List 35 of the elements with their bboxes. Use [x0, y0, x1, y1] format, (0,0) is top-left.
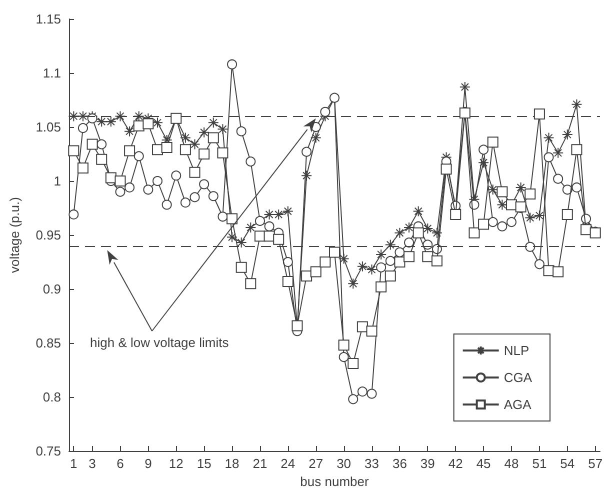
x-tick-label: 33	[364, 456, 379, 471]
x-tick-label: 54	[560, 456, 575, 471]
x-tick-label: 30	[336, 456, 352, 471]
y-tick-label: 1.1	[42, 66, 61, 80]
x-tick-label: 15	[196, 456, 212, 471]
y-tick-label: 1	[54, 174, 61, 188]
x-tick-label: 45	[476, 456, 491, 471]
x-tick-label: 6	[116, 456, 124, 471]
legend-label: AGA	[504, 397, 532, 412]
x-tick-label: 24	[280, 456, 296, 471]
y-tick-label: 0.9	[42, 282, 61, 296]
y-tick-label: 1.05	[36, 120, 61, 134]
x-tick-label: 18	[224, 456, 240, 471]
y-tick-label: 1.15	[36, 12, 61, 26]
x-tick-label: 9	[144, 456, 152, 471]
legend-label: CGA	[504, 370, 532, 385]
y-axis-title: voltage (p.u.)	[7, 197, 22, 273]
x-tick-label: 27	[308, 456, 324, 471]
y-tick-label: 0.8	[42, 390, 61, 404]
x-tick-label: 12	[168, 456, 184, 471]
x-tick-label: 51	[532, 456, 547, 471]
x-tick-label: 57	[588, 456, 603, 471]
x-tick-label: 48	[504, 456, 519, 471]
x-tick-label: 3	[88, 456, 96, 471]
x-tick-label: 36	[392, 456, 407, 471]
x-tick-label: 1	[70, 456, 78, 471]
annotation: high & low voltage limits	[90, 335, 230, 350]
y-tick-label: 0.75	[36, 444, 61, 458]
x-tick-label: 39	[420, 456, 435, 471]
x-tick-label: 21	[252, 456, 268, 471]
x-axis-title: bus number	[300, 474, 370, 489]
legend-label: NLP	[504, 343, 530, 358]
x-tick-label: 42	[448, 456, 463, 471]
y-tick-label: 0.85	[36, 336, 61, 350]
y-tick-label: 0.95	[36, 228, 61, 242]
